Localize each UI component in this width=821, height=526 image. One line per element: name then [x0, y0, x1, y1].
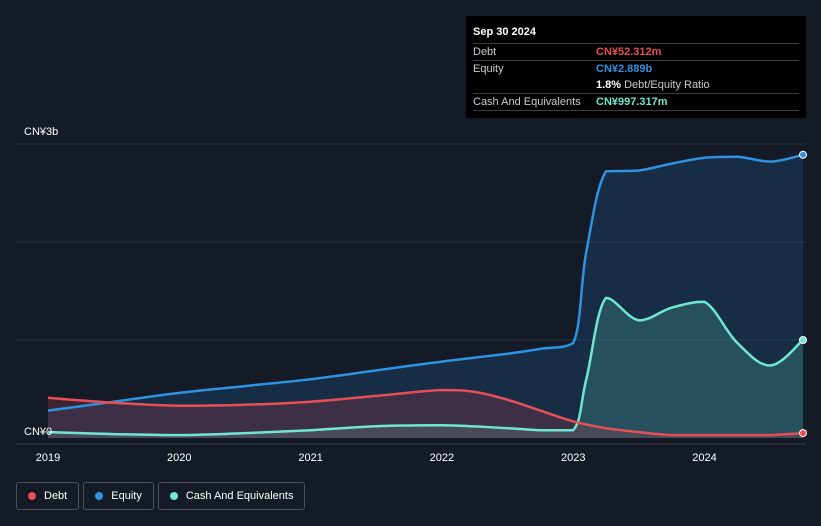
x-tick-label-2019: 2019 [36, 452, 60, 464]
x-tick-label-2020: 2020 [167, 452, 191, 464]
legend-item-cash[interactable]: Cash And Equivalents [157, 482, 306, 510]
legend-item-equity[interactable]: Equity [83, 482, 154, 510]
chart-areas [48, 154, 803, 439]
equity-dot-icon [95, 492, 104, 500]
debt-dot-icon [28, 492, 36, 500]
tooltip-date: Sep 30 2024 [473, 26, 536, 38]
equity-line [47, 153, 804, 412]
debt-line [47, 388, 804, 437]
tooltip-equity-row: Equity CN¥2.889b [473, 60, 799, 77]
x-tick-label-2022: 2022 [430, 452, 454, 464]
tooltip-cash-label: Cash And Equivalents [473, 96, 581, 108]
x-axis-ticks: 2019 2020 2021 2022 2023 2024 [36, 452, 717, 464]
tooltip-cash-row: Cash And Equivalents CN¥997.317m [473, 93, 799, 111]
debt-end-marker [799, 429, 807, 438]
legend-debt-label: Debt [44, 490, 68, 502]
cash-line [47, 296, 804, 437]
chart-end-markers [799, 150, 807, 438]
legend-cash-label: Cash And Equivalents [185, 490, 294, 502]
tooltip-debt-row: Debt CN¥52.312m [473, 43, 799, 60]
tooltip-ratio-row: 1.8% Debt/Equity Ratio [473, 77, 799, 93]
tooltip-debt-value: CN¥52.312m [596, 46, 662, 58]
cash-dot-icon [169, 492, 178, 500]
chart-lines [47, 153, 804, 437]
legend-equity-label: Equity [111, 490, 142, 502]
debt-area [48, 390, 803, 438]
tooltip-debt-label: Debt [473, 46, 497, 58]
x-tick-label-2024: 2024 [692, 452, 716, 464]
cash-area [48, 297, 803, 438]
tooltip-ratio-value: 1.8% [596, 79, 622, 91]
legend-item-debt[interactable]: Debt [16, 482, 80, 510]
x-tick-label-2023: 2023 [561, 452, 585, 464]
tooltip-equity-value: CN¥2.889b [596, 63, 653, 75]
tooltip-cash-value: CN¥997.317m [596, 96, 668, 108]
tooltip-ratio-label: Debt/Equity Ratio [624, 79, 710, 91]
equity-area [48, 154, 803, 439]
data-tooltip: Sep 30 2024 Debt CN¥52.312m Equity CN¥2.… [466, 16, 806, 118]
x-tick-label-2021: 2021 [298, 452, 322, 464]
y-axis-bottom-label: CN¥0 [24, 426, 52, 438]
equity-end-marker [799, 150, 807, 159]
y-axis-top-label: CN¥3b [24, 126, 58, 138]
cash-end-marker [799, 336, 807, 344]
chart-legend: Debt Equity Cash And Equivalents [16, 482, 309, 510]
tooltip-equity-label: Equity [473, 63, 504, 75]
chart-grid [16, 143, 806, 445]
